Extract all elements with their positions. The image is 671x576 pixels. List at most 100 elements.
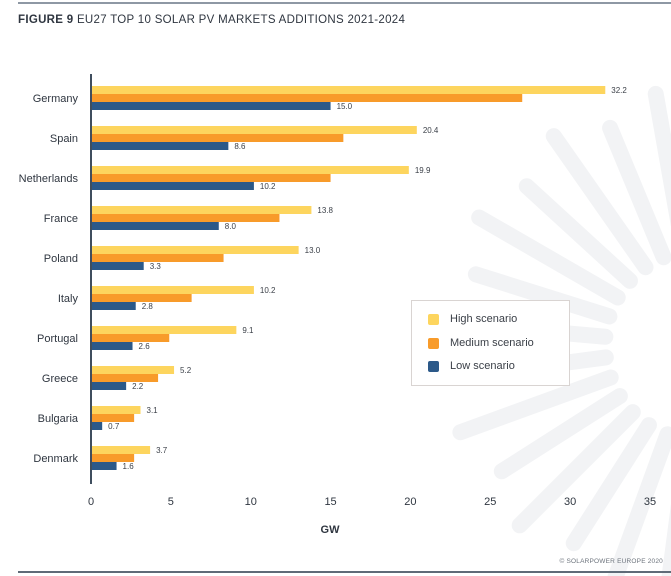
sun-ray — [471, 209, 626, 306]
data-label-low: 1.6 — [123, 462, 135, 471]
sun-ray — [467, 266, 618, 325]
x-tick-label: 5 — [168, 496, 174, 508]
value-labels: 32.2 15.0 20.4 8.6 19.9 10.2 13.8 8.0 13.0 3.3 10.… — [108, 86, 627, 471]
legend-item-high: High scenario — [428, 313, 517, 325]
bar-high — [91, 366, 175, 374]
category-label: Denmark — [33, 453, 78, 465]
data-label-high: 20.4 — [423, 126, 439, 135]
x-tick-labels: 0 5 10 15 20 25 30 35 — [88, 496, 656, 508]
bar-high — [91, 86, 606, 94]
data-label-low: 10.2 — [260, 182, 276, 191]
x-tick-label: 0 — [88, 496, 94, 508]
bar-medium — [91, 414, 135, 422]
bar-low — [91, 102, 331, 110]
data-label-high: 32.2 — [611, 86, 627, 95]
bar-low — [91, 302, 136, 310]
data-label-high: 10.2 — [260, 286, 276, 295]
bar-high — [91, 166, 409, 174]
bar-high — [91, 206, 312, 214]
data-label-low: 8.6 — [234, 142, 246, 151]
legend-label-low: Low scenario — [450, 360, 515, 372]
bar-low — [91, 462, 117, 470]
bar-medium — [91, 174, 331, 182]
figure-title: FIGURE 9 EU27 TOP 10 SOLAR PV MARKETS AD… — [18, 14, 405, 26]
bar-high — [91, 126, 417, 134]
sun-ray — [602, 119, 671, 266]
data-label-low: 2.6 — [139, 342, 151, 351]
data-label-high: 5.2 — [180, 366, 192, 375]
sun-ray — [607, 426, 671, 576]
legend-item-medium: Medium scenario — [428, 337, 534, 349]
bars — [91, 86, 606, 470]
bar-low — [91, 142, 229, 150]
data-label-high: 3.1 — [147, 406, 159, 415]
bottom-rule — [18, 571, 671, 573]
data-label-low: 3.3 — [150, 262, 162, 271]
sun-ray — [452, 369, 619, 441]
legend: High scenario Medium scenario Low scenar… — [411, 300, 570, 386]
data-label-low: 15.0 — [337, 102, 353, 111]
legend-item-low: Low scenario — [428, 360, 515, 372]
category-label: Italy — [58, 293, 79, 305]
bar-high — [91, 246, 299, 254]
data-label-high: 9.1 — [242, 326, 254, 335]
legend-swatch-high — [428, 313, 439, 325]
data-label-low: 2.8 — [142, 302, 154, 311]
figure-title-text: EU27 TOP 10 SOLAR PV MARKETS ADDITIONS 2… — [76, 14, 406, 26]
bar-medium — [91, 214, 280, 222]
bar-low — [91, 262, 144, 270]
bar-high — [91, 406, 141, 414]
sun-ray — [493, 388, 628, 480]
data-label-low: 2.2 — [132, 382, 144, 391]
x-tick-label: 35 — [644, 496, 656, 508]
bar-low — [91, 342, 133, 350]
legend-label-medium: Medium scenario — [450, 337, 534, 349]
bar-medium — [91, 254, 224, 262]
bar-medium — [91, 334, 170, 342]
category-label: Poland — [44, 253, 78, 265]
x-tick-label: 15 — [324, 496, 336, 508]
category-label: Spain — [50, 133, 78, 145]
category-labels: Germany Spain Netherlands France Poland Italy… — [19, 93, 79, 465]
data-label-low: 8.0 — [225, 222, 237, 231]
category-label: Portugal — [37, 333, 78, 345]
sun-ray — [511, 404, 641, 534]
bar-medium — [91, 454, 135, 462]
legend-swatch-low — [428, 360, 439, 372]
category-label: Greece — [42, 373, 78, 385]
legend-label-high: High scenario — [450, 313, 518, 325]
bar-low — [91, 422, 103, 430]
x-tick-label: 25 — [484, 496, 496, 508]
bar-medium — [91, 134, 344, 142]
top-rule — [18, 2, 671, 4]
category-label: Netherlands — [19, 173, 79, 185]
sun-ray — [518, 178, 638, 289]
category-label: France — [44, 213, 78, 225]
data-label-high: 19.9 — [415, 166, 431, 175]
bar-high — [91, 286, 254, 294]
bar-low — [91, 222, 219, 230]
bar-high — [91, 446, 151, 454]
bar-low — [91, 182, 254, 190]
bar-medium — [91, 94, 523, 102]
sun-ray — [565, 417, 657, 552]
data-label-high: 13.0 — [305, 246, 321, 255]
sun-ray — [545, 128, 654, 276]
bar-medium — [91, 374, 159, 382]
data-label-low: 0.7 — [108, 422, 120, 431]
data-label-high: 3.7 — [156, 446, 168, 455]
x-tick-label: 10 — [245, 496, 257, 508]
bar-high — [91, 326, 237, 334]
copyright-credit: © SOLARPOWER EUROPE 2020 — [559, 558, 663, 565]
sun-ray — [647, 85, 671, 227]
legend-swatch-medium — [428, 337, 439, 349]
bar-low — [91, 382, 127, 390]
x-tick-label: 20 — [404, 496, 416, 508]
x-tick-label: 30 — [564, 496, 576, 508]
data-label-high: 13.8 — [317, 206, 333, 215]
category-label: Germany — [33, 93, 79, 105]
category-label: Bulgaria — [38, 413, 79, 425]
x-axis-title: GW — [321, 524, 341, 536]
bar-medium — [91, 294, 192, 302]
